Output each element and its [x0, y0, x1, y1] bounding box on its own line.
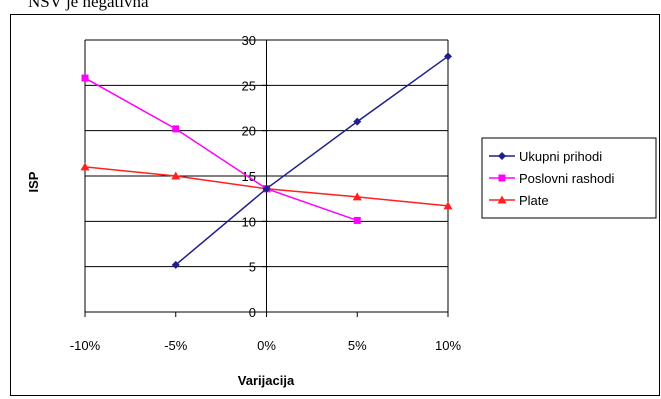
data-point — [353, 117, 362, 126]
legend-marker — [498, 174, 506, 182]
y-axis-label: ISP — [26, 171, 41, 192]
data-point — [81, 74, 89, 82]
x-tick-label: 5% — [348, 338, 367, 353]
series-line — [175, 55, 449, 266]
data-point — [352, 192, 362, 201]
data-point — [172, 125, 180, 133]
data-point — [80, 162, 90, 171]
y-tick-label: 30 — [242, 33, 256, 48]
y-tick-label: 20 — [242, 124, 256, 139]
legend-label: Plate — [519, 193, 549, 208]
legend-marker — [497, 195, 507, 204]
x-axis-label: Varijacija — [238, 373, 295, 388]
data-point — [444, 52, 452, 61]
x-tick-label: 0% — [257, 338, 276, 353]
y-tick-label: 10 — [242, 214, 256, 229]
y-tick-label: 25 — [242, 78, 256, 93]
series-layer — [80, 52, 453, 269]
y-tick-label: 5 — [249, 260, 256, 275]
legend: Ukupni prihodi Poslovni rashodi Plate — [481, 137, 657, 219]
data-point — [353, 216, 361, 224]
top-caption: NSV je negativna — [28, 0, 149, 11]
data-point — [171, 171, 181, 180]
x-tick-label: -5% — [164, 338, 188, 353]
x-tick-label: 10% — [435, 338, 461, 353]
data-point — [443, 201, 453, 210]
x-tick-label: -10% — [70, 338, 101, 353]
series-line — [84, 77, 358, 222]
data-point — [262, 184, 271, 193]
legend-label: Poslovni rashodi — [519, 171, 614, 186]
axes: 051015202530-10%-5%0%5%10% — [70, 33, 462, 353]
legend-label: Ukupni prihodi — [519, 149, 602, 164]
legend-marker — [498, 152, 506, 160]
data-point — [171, 260, 180, 269]
